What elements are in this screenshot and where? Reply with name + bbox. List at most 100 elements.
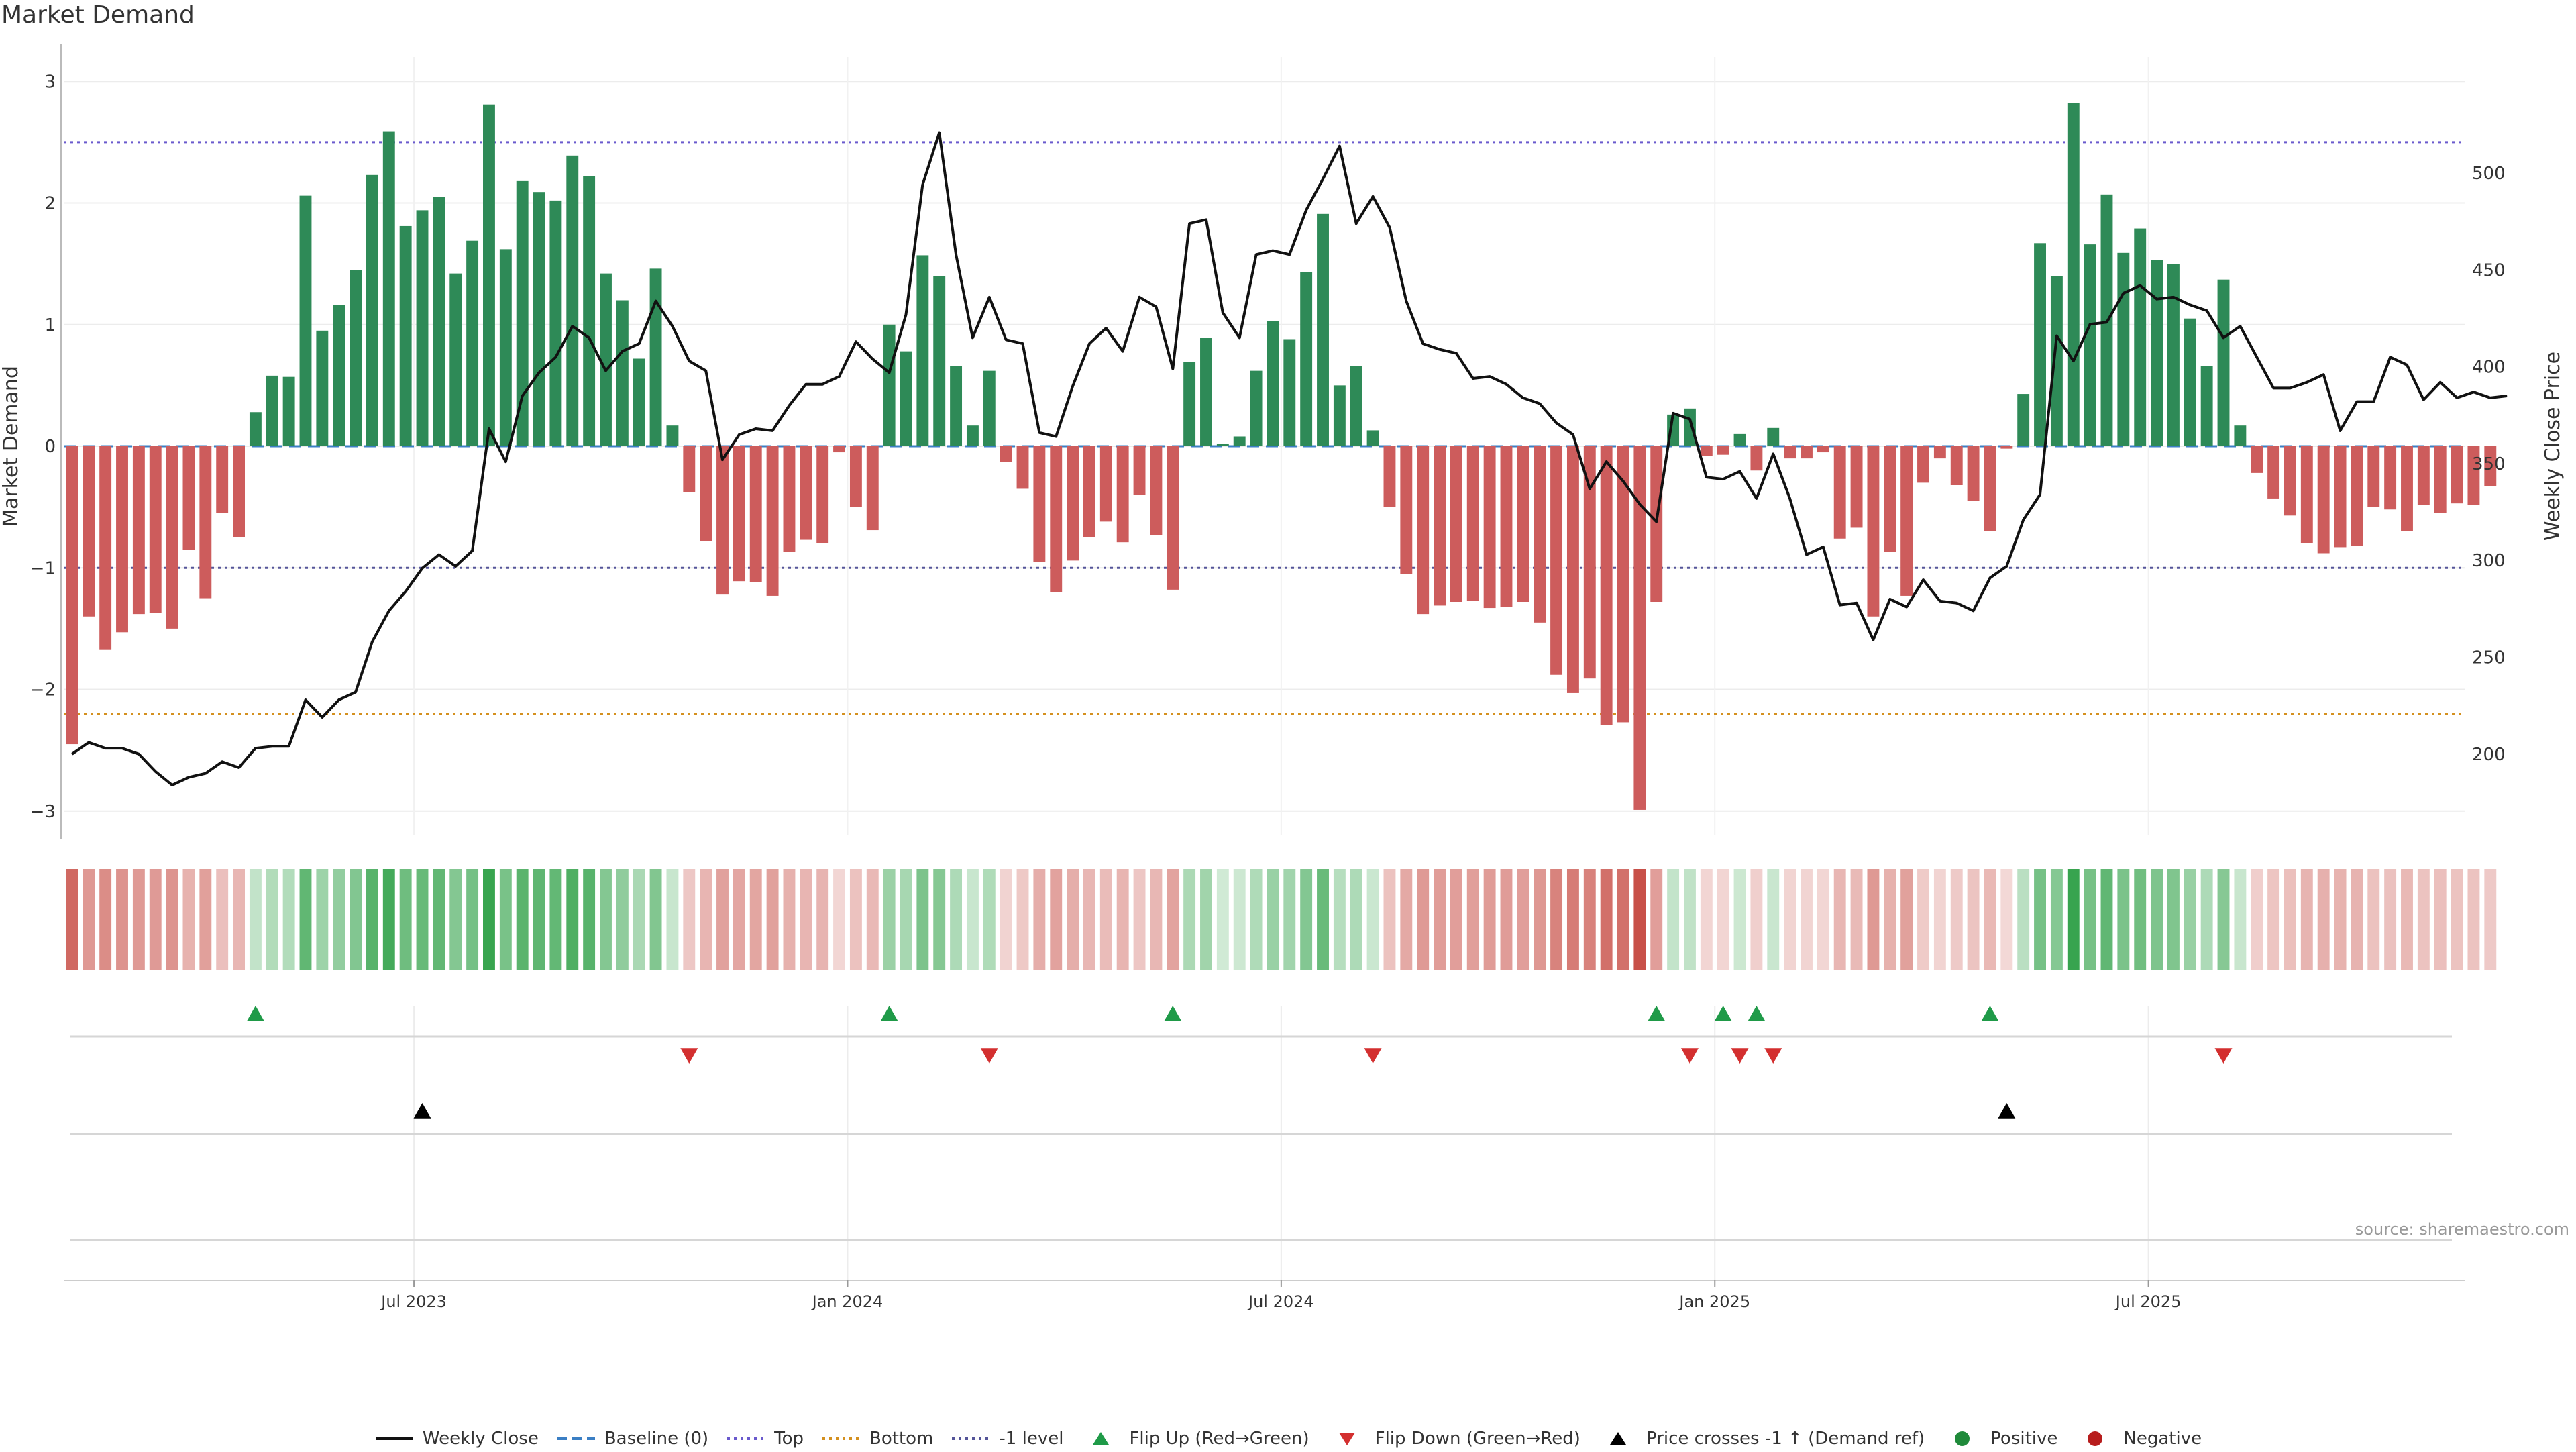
demand-bar	[1884, 446, 1896, 552]
flip-up-marker	[1164, 1006, 1182, 1021]
demand-bar	[449, 273, 462, 446]
heat-cell	[416, 869, 429, 970]
heat-cell	[249, 869, 262, 970]
legend-item: Flip Up (Red→Green)	[1081, 1429, 1309, 1449]
heat-cell	[1733, 869, 1746, 970]
y2-tick-label: 450	[2472, 260, 2506, 280]
heat-cell	[1083, 869, 1095, 970]
demand-bar	[516, 180, 529, 446]
heat-cell	[516, 869, 529, 970]
heat-cell	[883, 869, 896, 970]
heat-cell	[182, 869, 195, 970]
heat-cell	[266, 869, 278, 970]
demand-bar	[2017, 394, 2030, 446]
demand-bar	[1000, 446, 1012, 462]
demand-bar	[1083, 446, 1095, 537]
demand-bar	[2401, 446, 2413, 531]
demand-bar	[2034, 243, 2046, 446]
heat-cell	[1050, 869, 1063, 970]
heat-cell	[716, 869, 729, 970]
demand-bar	[1417, 446, 1430, 615]
legend-label: Positive	[1990, 1429, 2058, 1449]
heat-cell	[566, 869, 579, 970]
demand-bar	[2367, 446, 2380, 507]
demand-heat-strip	[66, 869, 2497, 970]
x-tick-label: Jul 2023	[380, 1292, 447, 1311]
demand-bar	[649, 268, 662, 446]
demand-bar	[1633, 446, 1646, 810]
axes: 3 2 1 0 −1 −2 −3 500 450 400 350 300 250 200 Market De…	[0, 44, 2565, 839]
heat-cell	[2100, 869, 2113, 970]
heat-cell	[2467, 869, 2480, 970]
demand-bar	[1933, 446, 1946, 459]
heat-cell	[666, 869, 679, 970]
demand-bar	[266, 375, 278, 446]
heat-cell	[816, 869, 829, 970]
x-tick-label: Jul 2024	[1247, 1292, 1314, 1311]
legend-circle-icon	[1955, 1431, 1970, 1446]
heat-cell	[433, 869, 445, 970]
heat-cell	[1167, 869, 1179, 970]
heat-cell	[2384, 869, 2397, 970]
heat-cell	[833, 869, 845, 970]
demand-bar	[433, 197, 445, 446]
heat-cell	[1550, 869, 1563, 970]
heat-cell	[1016, 869, 1029, 970]
legend-item: Flip Down (Green→Red)	[1327, 1429, 1580, 1449]
heat-cell	[1500, 869, 1513, 970]
y2-tick-label: 200	[2472, 745, 2506, 765]
demand-bar	[2067, 103, 2080, 446]
legend-swatch	[1609, 1432, 1626, 1445]
demand-bar	[2251, 446, 2263, 473]
demand-bar	[1517, 446, 1529, 602]
legend-label: Top	[774, 1429, 804, 1449]
heat-cell	[132, 869, 145, 970]
legend-swatch	[727, 1437, 765, 1440]
heat-cell	[2234, 869, 2247, 970]
demand-bar	[350, 270, 362, 446]
demand-bar	[1483, 446, 1496, 609]
demand-bar	[316, 330, 329, 446]
heat-cell	[1967, 869, 1980, 970]
heat-cell	[1150, 869, 1163, 970]
flip-up-marker	[1648, 1006, 1666, 1021]
demand-bar	[1801, 446, 1813, 459]
heat-cell	[2434, 869, 2447, 970]
heat-cell	[299, 869, 312, 970]
heat-cell	[600, 869, 612, 970]
demand-bar	[950, 366, 963, 446]
heat-cell	[1583, 869, 1596, 970]
heat-cell	[2351, 869, 2363, 970]
demand-bar	[1366, 430, 1379, 446]
heat-cell	[1250, 869, 1263, 970]
demand-bar	[1950, 446, 1963, 485]
demand-bar	[249, 412, 262, 446]
demand-bar	[1900, 446, 1913, 596]
heat-cell	[382, 869, 395, 970]
y-tick-label: 0	[44, 437, 56, 457]
heat-cell	[766, 869, 779, 970]
heat-cell	[1300, 869, 1313, 970]
demand-bar	[116, 446, 128, 633]
heat-cell	[2334, 869, 2347, 970]
demand-bar	[2084, 244, 2096, 446]
y2-tick-label: 300	[2472, 551, 2506, 571]
legend-triangle-up-icon	[1093, 1432, 1110, 1445]
legend-label: Flip Up (Red→Green)	[1129, 1429, 1309, 1449]
y-tick-label: −1	[30, 558, 56, 578]
legend-swatch	[1955, 1431, 1970, 1446]
heat-cell	[733, 869, 745, 970]
demand-bar	[2417, 446, 2430, 505]
demand-bar	[900, 351, 912, 446]
heat-cell	[1200, 869, 1212, 970]
heat-cell	[449, 869, 462, 970]
demand-bar	[2267, 446, 2280, 499]
heat-cell	[2267, 869, 2280, 970]
demand-bar	[2217, 279, 2230, 446]
demand-bar	[199, 446, 212, 599]
demand-bar	[2167, 264, 2180, 446]
demand-bar	[2434, 446, 2447, 513]
flip-up-marker	[1981, 1006, 1999, 1021]
demand-bar	[1150, 446, 1163, 535]
demand-bar	[1817, 446, 1829, 453]
